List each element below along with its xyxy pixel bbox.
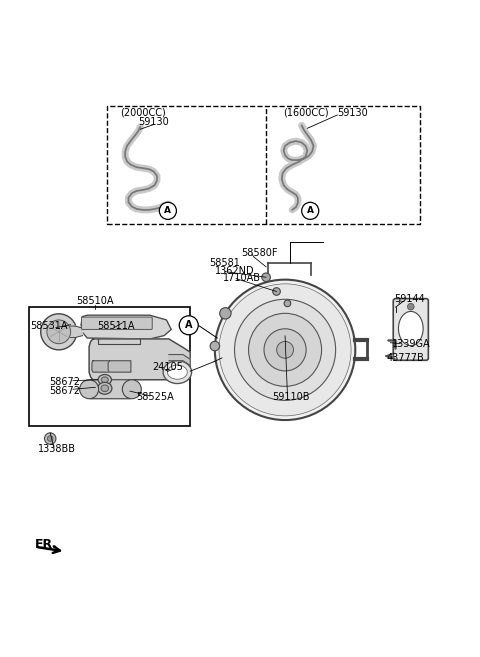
Text: 1339GA: 1339GA xyxy=(393,338,431,349)
Polygon shape xyxy=(89,339,190,380)
Ellipse shape xyxy=(163,361,192,384)
Circle shape xyxy=(301,202,319,219)
Ellipse shape xyxy=(398,311,423,346)
Polygon shape xyxy=(87,380,135,399)
Text: 58580F: 58580F xyxy=(241,248,277,258)
Circle shape xyxy=(210,341,219,351)
Polygon shape xyxy=(169,355,190,365)
Circle shape xyxy=(284,300,291,307)
Bar xyxy=(107,106,420,224)
Text: 1710AB: 1710AB xyxy=(223,273,262,283)
Polygon shape xyxy=(71,326,83,338)
Ellipse shape xyxy=(98,374,111,385)
Circle shape xyxy=(273,288,280,295)
Text: (1600CC): (1600CC) xyxy=(283,108,328,118)
Text: 58672: 58672 xyxy=(49,386,80,396)
Text: A: A xyxy=(164,206,171,215)
Text: A: A xyxy=(307,206,314,215)
Text: 43777B: 43777B xyxy=(386,353,424,363)
Circle shape xyxy=(159,202,177,219)
Text: 59130: 59130 xyxy=(337,108,368,118)
Circle shape xyxy=(408,304,414,310)
Circle shape xyxy=(215,280,355,420)
Polygon shape xyxy=(81,315,171,339)
Text: 59130: 59130 xyxy=(138,117,169,127)
Circle shape xyxy=(122,380,141,399)
Circle shape xyxy=(276,342,293,358)
Circle shape xyxy=(249,313,322,386)
Circle shape xyxy=(48,436,53,442)
FancyBboxPatch shape xyxy=(393,299,428,360)
Text: 58672: 58672 xyxy=(49,376,80,386)
Circle shape xyxy=(262,273,270,282)
Ellipse shape xyxy=(97,382,112,394)
Polygon shape xyxy=(92,361,109,372)
Circle shape xyxy=(41,314,77,350)
Text: 24105: 24105 xyxy=(153,363,183,373)
Text: 58525A: 58525A xyxy=(137,392,174,402)
Circle shape xyxy=(264,328,306,371)
Text: 58531A: 58531A xyxy=(31,321,68,331)
Circle shape xyxy=(235,300,336,400)
Text: FR.: FR. xyxy=(35,538,58,551)
Text: 58581: 58581 xyxy=(209,258,240,268)
FancyBboxPatch shape xyxy=(82,317,152,329)
Bar xyxy=(29,307,190,426)
Circle shape xyxy=(179,316,198,335)
Text: 59144: 59144 xyxy=(395,294,425,304)
Circle shape xyxy=(219,284,351,416)
Text: (2000CC): (2000CC) xyxy=(120,108,166,118)
Text: 59110B: 59110B xyxy=(273,392,310,402)
Circle shape xyxy=(80,380,98,399)
Text: A: A xyxy=(185,320,192,330)
Text: 1362ND: 1362ND xyxy=(216,265,255,276)
Text: 58510A: 58510A xyxy=(76,296,114,306)
Ellipse shape xyxy=(168,365,187,379)
Circle shape xyxy=(45,433,56,444)
Polygon shape xyxy=(108,361,131,372)
Circle shape xyxy=(47,320,71,344)
Text: 1338BB: 1338BB xyxy=(38,445,76,455)
Ellipse shape xyxy=(101,385,108,392)
Ellipse shape xyxy=(101,377,108,382)
Circle shape xyxy=(220,307,231,319)
Text: 58511A: 58511A xyxy=(97,321,134,331)
